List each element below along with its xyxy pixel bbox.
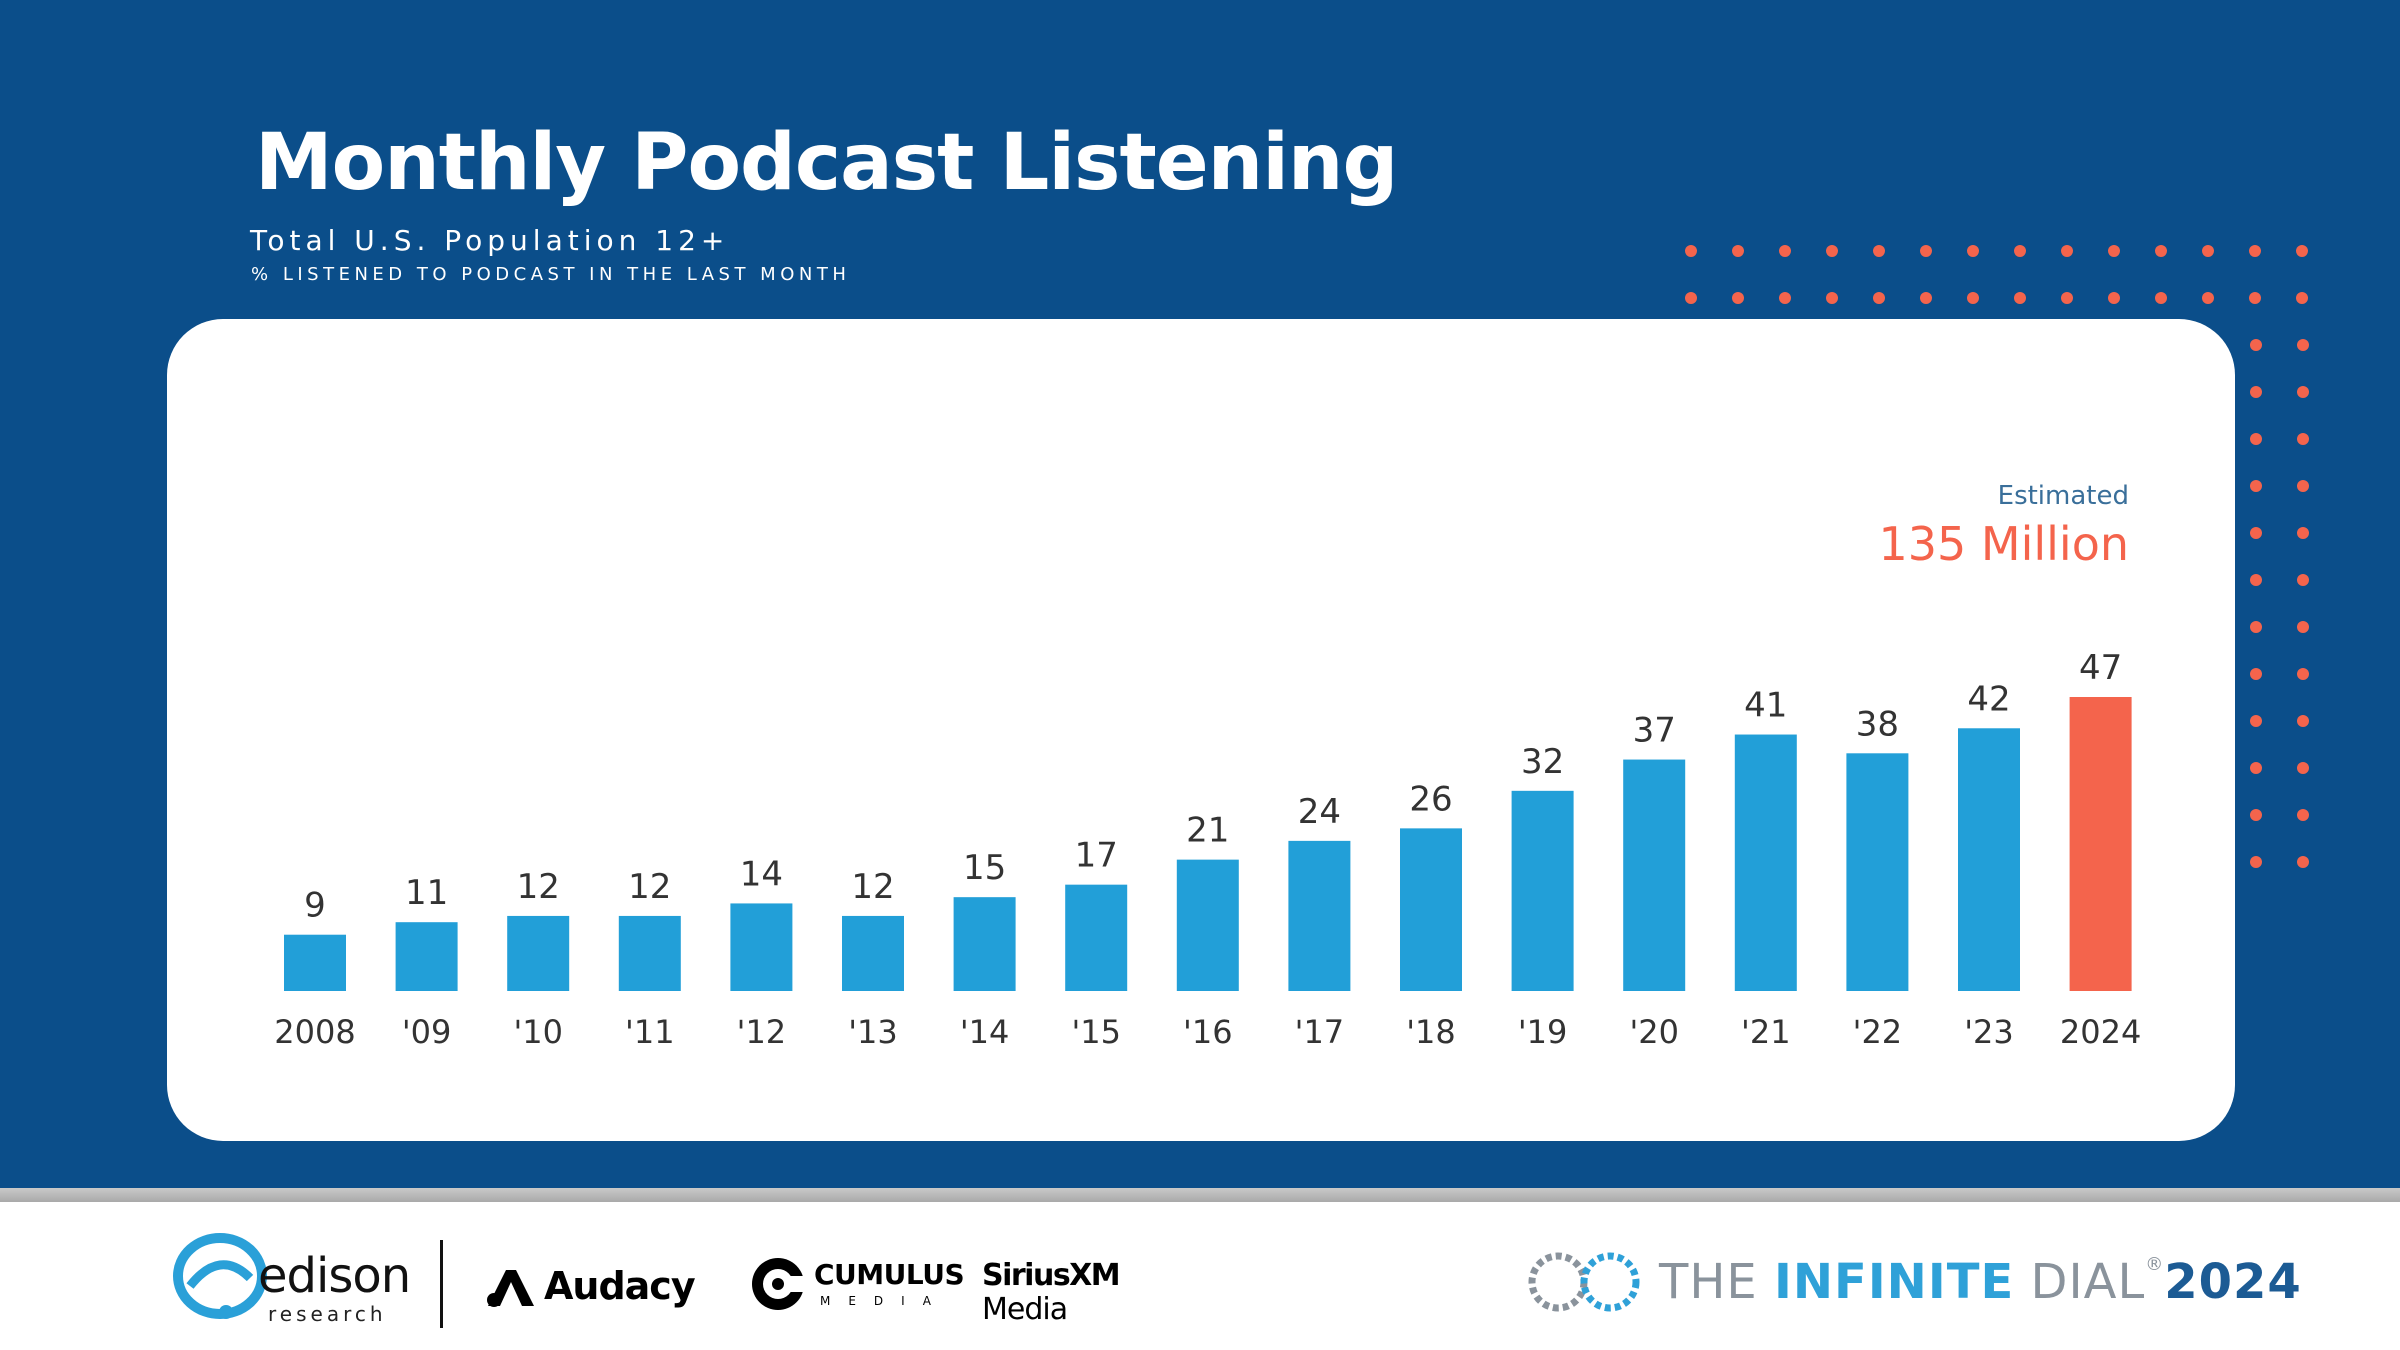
siriusxm-wordmark: SiriusXM [982,1258,1121,1293]
x-tick-label: '09 [402,1013,452,1051]
x-tick-label: '17 [1295,1013,1345,1051]
x-tick-label: '22 [1853,1013,1903,1051]
estimate-value: 135 Million [1878,517,2129,571]
value-label: 42 [1967,679,2010,719]
bar-18 [1400,828,1462,991]
siriusxm-subwordmark: Media [982,1292,1068,1327]
cumulus-wordmark: CUMULUS [814,1258,965,1291]
infinite-dial-the: THE [1659,1254,1774,1310]
chart-card: 9 2008 11 '09 12 '10 12 '11 14 '12 12 '13 15 '14 17 '15… [167,319,2235,1141]
infinity-icon [1528,1252,1640,1312]
x-tick-label: 2008 [274,1013,355,1051]
bar-23 [1958,728,2020,991]
bar-14 [953,897,1016,991]
estimate-label: Estimated [1997,481,2129,511]
value-label: 37 [1633,711,1676,751]
bar-20 [1623,759,1686,991]
cumulus-mark-icon [752,1258,808,1310]
edison-research-logo: edison research [170,1228,420,1328]
audacy-logo: Audacy [484,1262,724,1312]
footer: edison research Audacy CUMULUS MEDIA Sir… [0,1202,2400,1350]
x-tick-label: '21 [1741,1013,1791,1051]
bar-16 [1176,859,1239,991]
value-label: 32 [1521,742,1564,782]
bar-10 [507,915,570,991]
registered-mark: ® [2145,1254,2165,1275]
chart-title: Monthly Podcast Listening [255,118,1398,208]
audacy-mark-icon [487,1270,534,1307]
bar-22 [1846,753,1909,991]
value-label: 12 [517,867,560,907]
infinite-dial-wordmark: THE INFINITE DIAL®2024 [1659,1254,2302,1310]
bar-2008 [284,934,346,991]
value-label: 12 [628,867,671,907]
bar-19 [1511,790,1574,991]
value-label: 41 [1744,686,1787,726]
bar-11 [618,915,681,991]
logo-divider [440,1240,443,1328]
x-tick-label: '12 [737,1013,787,1051]
bar-12 [730,903,793,991]
bar-09 [395,922,458,991]
value-label: 26 [1409,779,1452,819]
value-label: 24 [1298,792,1341,832]
bar-13 [842,915,904,991]
x-tick-label: '23 [1964,1013,2014,1051]
value-label: 15 [963,848,1006,888]
bar-chart: 9 2008 11 '09 12 '10 12 '11 14 '12 12 '13 15 '14 17 '15… [274,648,2141,1051]
value-label: 47 [2079,648,2122,688]
value-label: 12 [851,867,894,907]
x-tick-label: '11 [625,1013,675,1051]
x-tick-label: '13 [848,1013,898,1051]
x-tick-label: '10 [513,1013,563,1051]
bar-21 [1734,734,1797,991]
divider-band [0,1188,2400,1202]
x-tick-label: '16 [1183,1013,1233,1051]
bar-15 [1065,884,1128,991]
bar-2024 [2069,697,2132,991]
x-tick-label: '18 [1406,1013,1456,1051]
x-tick-label: '15 [1071,1013,1121,1051]
x-tick-label: '19 [1518,1013,1568,1051]
chart-subtitle: Total U.S. Population 12+ [250,224,730,257]
value-label: 11 [405,873,448,913]
infinite-dial-logo: THE INFINITE DIAL®2024 [1524,1242,2301,1322]
infinite-dial-year: 2024 [2164,1254,2302,1310]
x-tick-label: '20 [1629,1013,1679,1051]
value-label: 14 [740,854,783,894]
edison-swirl-icon [173,1233,267,1319]
value-label: 17 [1075,836,1118,876]
bar-17 [1288,840,1351,991]
infinite-dial-infinite: INFINITE [1774,1254,2015,1310]
edison-wordmark: edison [258,1248,411,1304]
edison-subwordmark: research [268,1302,387,1326]
siriusxm-media-logo: SiriusXM Media [980,1258,1130,1328]
value-label: 9 [304,886,326,926]
x-tick-label: 2024 [2060,1013,2141,1051]
cumulus-subwordmark: MEDIA [820,1294,949,1308]
cumulus-media-logo: CUMULUS MEDIA [748,1252,965,1322]
audacy-wordmark: Audacy [544,1264,696,1308]
infinite-dial-dial: DIAL [2014,1254,2146,1310]
x-tick-label: '14 [960,1013,1010,1051]
value-label: 38 [1856,704,1899,744]
value-label: 21 [1186,811,1229,851]
chart-measure-label: % LISTENED TO PODCAST IN THE LAST MONTH [251,264,851,285]
